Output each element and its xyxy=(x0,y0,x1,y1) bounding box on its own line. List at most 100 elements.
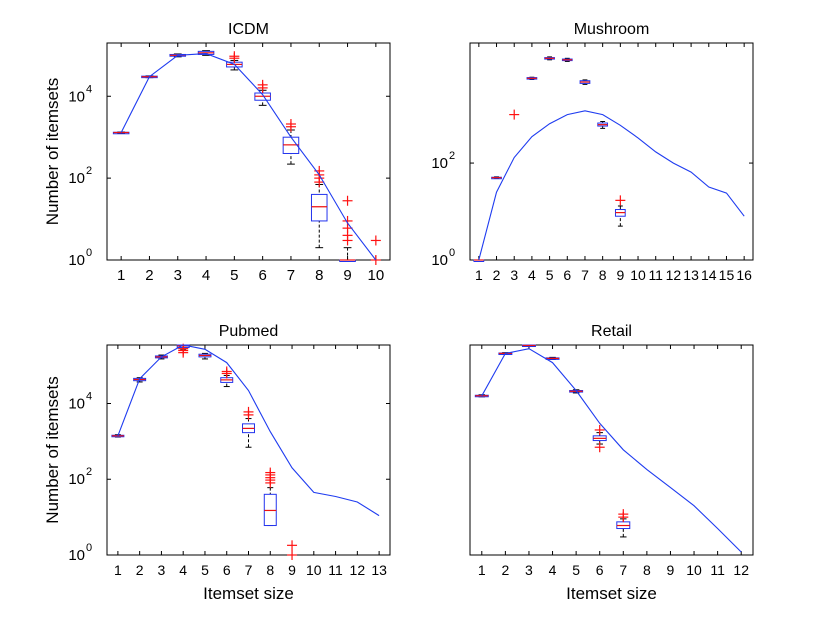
chart-title: Mushroom xyxy=(574,21,650,38)
x-tick-label: 10 xyxy=(306,562,322,578)
y-tick-label: 10 xyxy=(68,88,85,105)
box-group-1 xyxy=(473,259,485,262)
x-tick-label: 9 xyxy=(288,562,296,578)
y-tick-label: 10 xyxy=(68,170,85,187)
y-tick-exponent: 0 xyxy=(86,247,92,259)
outlier-point xyxy=(370,255,381,265)
plot-frame xyxy=(469,42,754,261)
x-tick-label: 3 xyxy=(158,562,166,578)
x-tick-label: 13 xyxy=(371,562,387,578)
x-tick-label: 2 xyxy=(136,562,144,578)
x-tick-label: 12 xyxy=(666,267,682,283)
box-group-8 xyxy=(263,467,277,527)
outlier-point xyxy=(618,509,629,520)
x-tick-label: 16 xyxy=(736,267,752,283)
x-tick-label: 10 xyxy=(368,267,385,284)
outlier-point xyxy=(615,195,626,206)
series-line xyxy=(120,53,377,261)
x-tick-label: 2 xyxy=(501,562,509,578)
outlier-point xyxy=(257,79,268,90)
box xyxy=(310,193,328,222)
outlier-point xyxy=(594,424,605,435)
box-group-6 xyxy=(592,424,607,453)
x-tick-label: 3 xyxy=(510,267,518,283)
box-group-10 xyxy=(370,235,381,265)
box-group-4 xyxy=(545,356,560,360)
x-tick-label: 8 xyxy=(643,562,651,578)
x-tick-label: 9 xyxy=(343,267,351,284)
outlier-point xyxy=(287,540,298,551)
x-tick-label: 12 xyxy=(350,562,366,578)
x-tick-label: 8 xyxy=(599,267,607,283)
x-tick-label: 6 xyxy=(596,562,604,578)
box-group-2 xyxy=(491,176,502,180)
box-group-5 xyxy=(198,352,212,360)
y-tick-label: 10 xyxy=(68,252,85,269)
x-tick-label: 6 xyxy=(223,562,231,578)
box-group-3 xyxy=(521,344,536,347)
x-tick-label: 11 xyxy=(648,267,663,283)
x-tick-label: 11 xyxy=(328,562,343,578)
x-tick-label: 1 xyxy=(117,267,125,284)
outlier-point xyxy=(287,550,298,560)
y-tick-label: 10 xyxy=(431,252,448,269)
x-tick-label: 15 xyxy=(719,267,735,283)
x-tick-label: 10 xyxy=(686,562,702,578)
x-tick-label: 9 xyxy=(667,562,675,578)
x-tick-label: 9 xyxy=(616,267,624,283)
box-group-5 xyxy=(226,51,243,71)
outlier-point xyxy=(370,235,381,246)
x-tick-label: 13 xyxy=(683,267,699,283)
x-tick-label: 5 xyxy=(201,562,209,578)
outlier-point xyxy=(229,51,240,62)
plot-frame xyxy=(106,344,391,556)
series-line xyxy=(481,348,742,553)
box-group-6 xyxy=(561,57,573,62)
chart-title: ICDM xyxy=(228,21,269,38)
y-tick-label: 10 xyxy=(68,395,85,412)
outlier-point xyxy=(342,195,353,206)
x-axis-label: Itemset size xyxy=(203,584,294,603)
y-tick-exponent: 4 xyxy=(86,390,92,402)
box-group-7 xyxy=(242,406,255,448)
box-group-7 xyxy=(579,79,591,85)
series-line xyxy=(478,110,745,261)
x-tick-label: 4 xyxy=(179,562,187,578)
x-tick-label: 3 xyxy=(525,562,533,578)
y-tick-label: 10 xyxy=(68,471,85,488)
y-tick-label: 10 xyxy=(431,155,448,172)
box-group-8 xyxy=(310,165,328,249)
y-axis-label: Number of itemsets xyxy=(43,376,62,523)
outlier-point xyxy=(243,406,254,417)
y-axis-label: Number of itemsets xyxy=(43,78,62,225)
x-tick-label: 4 xyxy=(549,562,557,578)
box-group-9 xyxy=(287,540,298,560)
box-group-8 xyxy=(597,121,609,129)
outlier-point xyxy=(342,215,353,226)
x-tick-label: 8 xyxy=(266,562,274,578)
box-group-7 xyxy=(282,119,300,165)
x-tick-label: 1 xyxy=(478,562,486,578)
x-tick-label: 7 xyxy=(581,267,589,283)
box-group-9 xyxy=(339,195,356,262)
x-tick-label: 7 xyxy=(245,562,253,578)
x-tick-label: 5 xyxy=(546,267,554,283)
box-group-7 xyxy=(616,509,631,538)
x-tick-label: 2 xyxy=(145,267,153,284)
x-tick-label: 5 xyxy=(230,267,238,284)
y-tick-exponent: 2 xyxy=(449,150,455,162)
x-axis-label: Itemset size xyxy=(566,584,657,603)
box-group-4 xyxy=(197,50,215,56)
y-tick-label: 10 xyxy=(68,547,85,564)
outlier-point xyxy=(285,119,296,130)
x-tick-label: 8 xyxy=(315,267,323,284)
y-tick-exponent: 2 xyxy=(86,466,92,478)
x-tick-label: 10 xyxy=(630,267,646,283)
x-tick-label: 1 xyxy=(114,562,122,578)
x-tick-label: 6 xyxy=(563,267,571,283)
outlier-point xyxy=(594,442,605,453)
